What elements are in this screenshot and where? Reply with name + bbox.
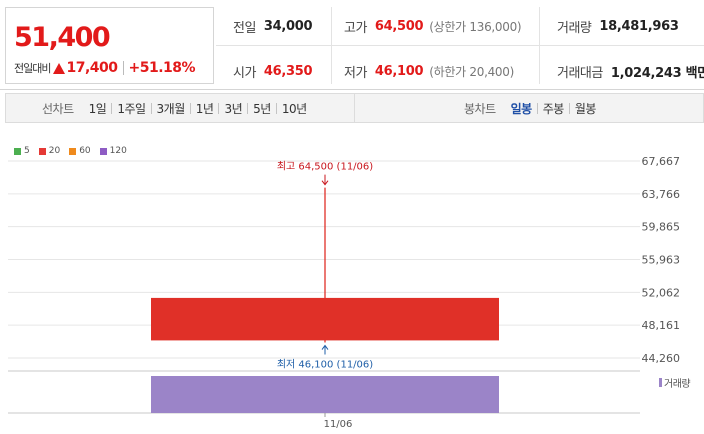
- legend-swatch: [99, 147, 107, 155]
- period-10y[interactable]: 10년: [281, 101, 307, 116]
- period-divider: [536, 102, 538, 114]
- stat-label: 시가: [233, 65, 256, 81]
- period-1y[interactable]: 1년: [195, 101, 214, 116]
- low-arrow-head-icon: [321, 344, 329, 350]
- period-divider: [189, 102, 191, 114]
- period-1w[interactable]: 1주일: [117, 101, 146, 116]
- y-tick-label: 67,667: [642, 155, 681, 168]
- stat-low: 저가 46,100 (하한가 20,400): [344, 61, 514, 81]
- period-1d[interactable]: 1일: [88, 101, 107, 116]
- current-price: 51,400: [14, 22, 111, 53]
- legend-item-ma120: 120: [99, 146, 127, 156]
- y-tick-label: 55,963: [642, 254, 681, 267]
- high-arrow-head-icon: [321, 180, 329, 186]
- legend-label: 5: [24, 146, 30, 156]
- volume-bar: [151, 376, 499, 413]
- quote-header: 51,400 전일대비 17,400 +51.18% 전일 34,000 고가 …: [0, 0, 704, 90]
- legend-label: 120: [109, 146, 127, 156]
- stat-amount: 거래대금 1,024,243 백만: [557, 61, 704, 81]
- legend-swatch: [14, 147, 21, 155]
- change-value: 17,400: [66, 60, 118, 76]
- legend-item-ma5: 5: [14, 146, 30, 156]
- candle-daily[interactable]: 일봉: [510, 101, 533, 116]
- price-box: 51,400 전일대비 17,400 +51.18%: [5, 7, 214, 84]
- stat-value: 64,500: [374, 18, 424, 34]
- y-tick-label: 52,062: [642, 286, 681, 299]
- candle-weekly[interactable]: 주봉: [542, 101, 565, 116]
- y-tick-label: 44,260: [642, 352, 681, 365]
- stat-prev-close: 전일 34,000: [233, 16, 313, 36]
- volume-legend: 거래량: [659, 376, 691, 390]
- legend-item-ma60: 60: [69, 146, 91, 156]
- stats-col-divider: [539, 7, 540, 84]
- period-divider: [111, 102, 113, 114]
- period-3m[interactable]: 3개월: [156, 101, 186, 116]
- stat-value: 34,000: [263, 18, 313, 34]
- period-divider: [247, 102, 249, 114]
- stat-lower-limit: (하한가 20,400): [429, 64, 514, 79]
- candle-body: [151, 297, 499, 341]
- volume-label: 거래량: [664, 378, 691, 390]
- stat-value: 18,481,963: [599, 18, 679, 34]
- candle-monthly[interactable]: 월봉: [574, 101, 597, 116]
- change-divider: [122, 61, 124, 75]
- toolbar-divider: [354, 94, 355, 122]
- period-divider: [150, 102, 152, 114]
- legend-item-ma20: 20: [38, 146, 61, 156]
- up-triangle-icon: [53, 62, 66, 74]
- price-chart: 67,667 63,766 59,865 55,963 52,062 48,161 44,2…: [8, 155, 681, 430]
- candle-chart-label: 봉차트: [464, 101, 496, 116]
- period-divider: [568, 102, 570, 114]
- stat-upper-limit: (상한가 136,000): [429, 19, 522, 34]
- stat-label: 전일: [233, 20, 256, 36]
- stat-value: 1,024,243 백만: [610, 65, 704, 81]
- stat-open: 시가 46,350: [233, 61, 313, 81]
- period-5y[interactable]: 5년: [253, 101, 271, 116]
- legend-label: 20: [48, 146, 61, 156]
- candle-chart-group: 봉차트 일봉 주봉 월봉: [464, 94, 601, 122]
- y-tick-label: 48,161: [642, 319, 681, 332]
- change-label: 전일대비: [14, 62, 51, 75]
- low-annotation: 최저 46,100 (11/06): [277, 359, 373, 371]
- y-tick-label: 59,865: [642, 221, 681, 234]
- change-rate: +51.18%: [128, 60, 196, 76]
- line-chart-label: 선차트: [42, 101, 74, 116]
- volume-swatch: [659, 377, 662, 387]
- stats-grid: 전일 34,000 고가 64,500 (상한가 136,000) 거래량 18…: [216, 7, 704, 84]
- stat-value: 46,100: [374, 63, 424, 79]
- high-annotation: 최고 64,500 (11/06): [277, 161, 373, 173]
- change-row: 전일대비 17,400 +51.18%: [14, 59, 196, 77]
- line-chart-group: 선차트 1일 1주일 3개월 1년 3년 5년 10년: [42, 94, 312, 122]
- legend-label: 60: [79, 146, 91, 156]
- chart-period-toolbar: 선차트 1일 1주일 3개월 1년 3년 5년 10년 봉차트 일봉 주봉 월봉: [5, 93, 704, 123]
- stats-row-divider: [216, 45, 704, 46]
- x-tick-label: 11/06: [324, 419, 353, 430]
- stat-volume: 거래량 18,481,963: [557, 16, 679, 36]
- stat-label: 저가: [344, 65, 367, 81]
- stats-col-divider: [331, 7, 332, 84]
- moving-average-legend: 5 20 60 120: [14, 145, 136, 157]
- stat-label: 거래대금: [557, 65, 603, 81]
- period-3y[interactable]: 3년: [224, 101, 243, 116]
- stat-label: 고가: [344, 20, 367, 36]
- y-tick-label: 63,766: [642, 188, 681, 201]
- stat-value: 46,350: [263, 63, 313, 79]
- stat-high: 고가 64,500 (상한가 136,000): [344, 16, 522, 36]
- legend-swatch: [69, 147, 77, 155]
- period-divider: [218, 102, 220, 114]
- legend-swatch: [38, 147, 46, 155]
- period-divider: [275, 102, 277, 114]
- stat-label: 거래량: [557, 20, 592, 36]
